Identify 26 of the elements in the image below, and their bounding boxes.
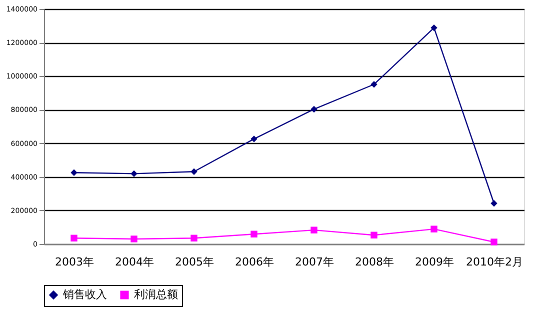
point	[70, 169, 78, 176]
x-tick-label: 2007年	[295, 256, 334, 268]
point	[190, 234, 198, 242]
legend-label: 利润总额	[134, 288, 178, 301]
point	[310, 226, 318, 234]
x-tick-label: 2005年	[175, 256, 214, 268]
point	[250, 136, 258, 142]
point	[370, 81, 378, 88]
x-tick-label: 2006年	[235, 256, 274, 268]
point	[190, 168, 198, 176]
point	[490, 200, 498, 207]
x-tick-label: 2010年2月	[466, 256, 523, 268]
point	[310, 106, 318, 113]
point	[130, 236, 138, 242]
point	[490, 238, 498, 246]
point	[370, 232, 378, 238]
point	[250, 230, 258, 238]
point	[70, 234, 78, 242]
point	[130, 170, 138, 178]
legend-label: 销售收入	[62, 288, 107, 301]
point	[430, 226, 438, 232]
x-tick-label: 2004年	[115, 256, 154, 268]
x-tick-label: 2008年	[355, 256, 394, 268]
x-tick-label: 2009年	[415, 256, 454, 268]
point	[430, 24, 438, 32]
x-tick-label: 2003年	[55, 256, 94, 268]
